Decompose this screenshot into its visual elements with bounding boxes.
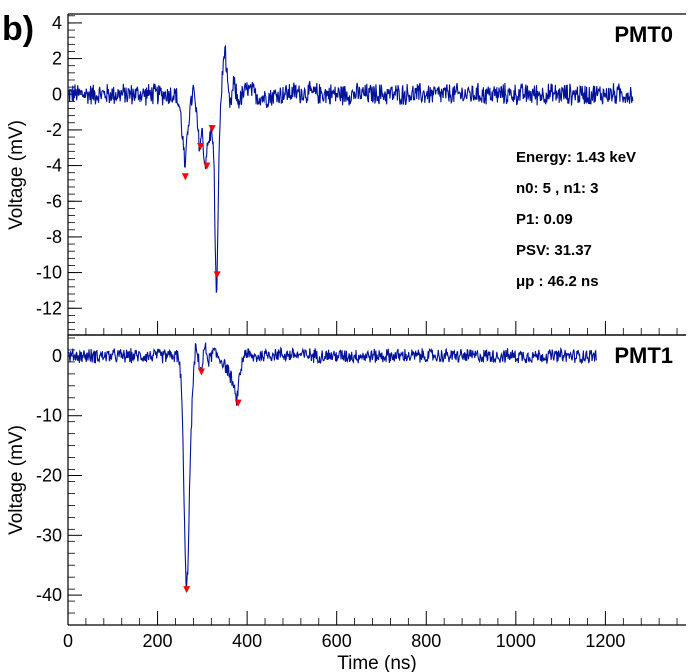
y-tick-label: -12 xyxy=(36,298,62,318)
annotation-text: Energy: 1.43 keV xyxy=(516,149,636,166)
peak-marker xyxy=(208,125,216,133)
x-tick-label: 800 xyxy=(411,631,441,651)
waveform-line xyxy=(67,342,597,592)
pmt-title: PMT0 xyxy=(614,22,673,47)
annotation-text: μp : 46.2 ns xyxy=(516,273,599,290)
pmt1-panel: 0 -10 -20 -30 -40 0 200 400 600 800 1000 1200 Time (… xyxy=(6,334,686,672)
annotation-text: P1: 0.09 xyxy=(516,211,573,228)
annotation-text: n0: 5 , n1: 3 xyxy=(516,180,599,197)
pmt-title: PMT1 xyxy=(614,343,673,368)
x-axis-label: Time (ns) xyxy=(337,653,417,672)
peak-marker xyxy=(181,173,189,181)
y-tick-label: 4 xyxy=(52,13,62,33)
x-tick-label: 400 xyxy=(232,631,262,651)
y-tick-label: 0 xyxy=(52,84,62,104)
x-tick-label: 600 xyxy=(322,631,352,651)
y-tick-label: -40 xyxy=(36,585,62,605)
y-tick-label: -6 xyxy=(46,191,62,211)
x-tick-label: 200 xyxy=(143,631,173,651)
x-tick-label: 1000 xyxy=(496,631,536,651)
y-tick-label: -10 xyxy=(36,406,62,426)
annotation-text: PSV: 31.37 xyxy=(516,242,592,259)
y-axis-label: Voltage (mV) xyxy=(6,120,27,230)
y-tick-label: -2 xyxy=(46,120,62,140)
pmt0-panel: 4 2 0 -2 -4 -6 -8 -10 -12 Voltage (mV) PMT0 Energy:… xyxy=(6,13,686,336)
y-tick-label: -8 xyxy=(46,227,62,247)
y-tick-label: 2 xyxy=(52,49,62,69)
peak-marker xyxy=(197,368,205,376)
waveform-line xyxy=(67,44,634,293)
y-tick-label: -4 xyxy=(46,156,62,176)
y-tick-label: -20 xyxy=(36,466,62,486)
y-axis-label: Voltage (mV) xyxy=(6,425,27,535)
y-tick-label: -30 xyxy=(36,525,62,545)
peak-marker xyxy=(197,142,205,150)
x-tick-label: 1200 xyxy=(585,631,625,651)
y-tick-label: 0 xyxy=(52,346,62,366)
peak-marker xyxy=(234,399,242,407)
panel-label: b) xyxy=(2,10,34,48)
peak-marker xyxy=(183,586,191,594)
x-tick-label: 0 xyxy=(63,631,73,651)
y-tick-label: -10 xyxy=(36,263,62,283)
peak-marker xyxy=(203,162,211,170)
peak-marker xyxy=(213,271,221,279)
